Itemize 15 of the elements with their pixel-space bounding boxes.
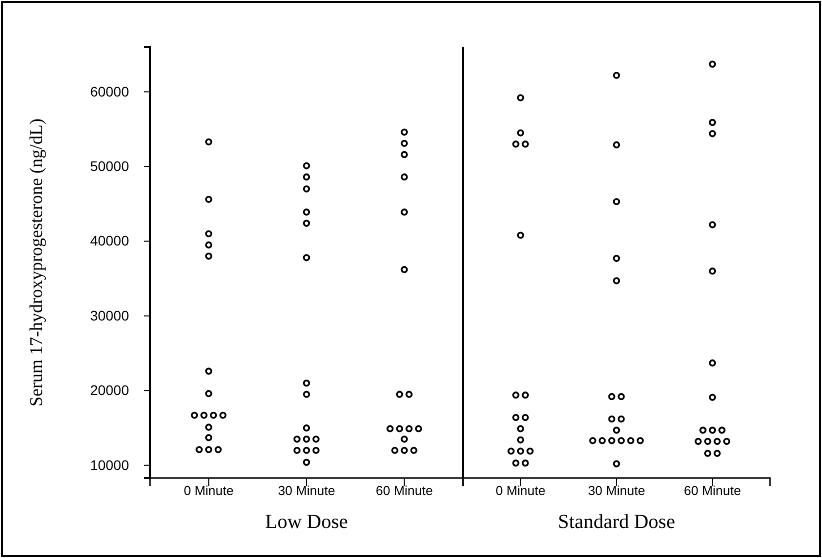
y-axis-title: Serum 17-hydroxyprogesterone (ng/dL) <box>26 118 46 406</box>
x-tick-label: 60 Minute <box>376 483 433 498</box>
x-axis-title: Standard Dose <box>558 511 676 533</box>
y-tick-label: 20000 <box>90 382 130 398</box>
y-tick-label: 30000 <box>90 307 130 324</box>
y-tick-label: 40000 <box>90 232 130 249</box>
y-tick-label: 10000 <box>90 456 130 473</box>
y-tick-label: 60000 <box>90 83 130 100</box>
x-tick-label: 30 Minute <box>278 483 336 498</box>
x-axis-title: Low Dose <box>265 511 348 533</box>
x-tick-label: 30 Minute <box>588 483 646 498</box>
x-tick-label: 60 Minute <box>684 483 741 498</box>
y-tick-label: 50000 <box>90 158 130 174</box>
x-tick-label: 0 Minute <box>184 483 234 498</box>
x-tick-label: 0 Minute <box>496 483 546 498</box>
